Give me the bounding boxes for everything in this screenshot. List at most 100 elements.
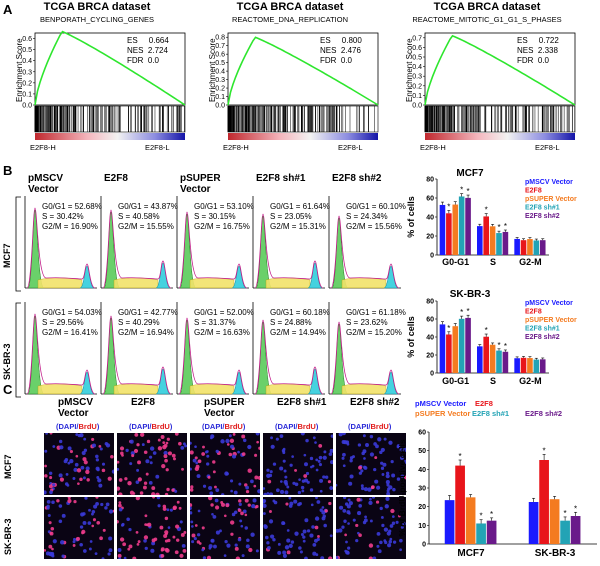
dapi-cell — [123, 556, 127, 559]
dapi-cell — [79, 542, 83, 547]
flow-phase-stat: S = 24.88% — [270, 318, 312, 327]
significance-star: * — [447, 324, 450, 333]
brdu-cell — [214, 485, 217, 489]
gsea-y-tick-label: 0.5 — [22, 47, 32, 54]
dapi-cell — [391, 473, 396, 478]
dapi-cell — [388, 529, 392, 533]
brdu-cell — [157, 438, 161, 442]
gsea-plot: 0.6 0.5 0.4 0.3 0.2 0.1 0.0 — [22, 30, 186, 140]
dapi-cell — [215, 488, 220, 493]
brdu-stain-label: (DAPI/BrdU) — [348, 422, 391, 431]
significance-star: * — [485, 326, 488, 335]
dapi-cell — [399, 448, 403, 452]
brdu-cell — [220, 501, 224, 505]
y-axis-label: % of cells — [406, 316, 416, 358]
dapi-cell — [329, 486, 333, 490]
dapi-cell — [362, 465, 367, 469]
flow-phase-stat: S = 23.05% — [270, 212, 312, 221]
dapi-cell — [263, 512, 266, 515]
bar — [483, 336, 489, 373]
brdu-cell — [178, 506, 182, 510]
dapi-cell — [304, 518, 309, 523]
brdu-cell — [118, 478, 123, 482]
dapi-cell — [143, 539, 147, 543]
dapi-cell — [352, 455, 355, 459]
brdu-label: BrdU — [297, 422, 316, 431]
dapi-cell — [345, 540, 348, 544]
dapi-cell — [336, 483, 338, 487]
gsea-plot: 0.80.7 0.60.5 0.40.3 0.20.1 0.0 — [215, 32, 379, 140]
dapi-cell — [360, 486, 365, 491]
dapi-cell — [111, 469, 114, 474]
brdu-cell — [75, 536, 81, 541]
gsea-y-tick-label: 0.6 — [215, 52, 225, 59]
dapi-cell — [318, 463, 322, 467]
brdu-cell — [257, 475, 260, 480]
brdu-cell — [81, 531, 84, 535]
gsea-geneset-name: REACTOME_MITOTIC_G1_G1_S_PHASES — [412, 15, 562, 24]
dapi-cell — [152, 451, 157, 455]
dapi-cell — [403, 459, 406, 464]
dapi-cell — [277, 542, 281, 546]
significance-star: * — [490, 510, 493, 519]
brdu-cell — [244, 513, 248, 517]
brdu-cell — [245, 490, 250, 494]
brdu-cell — [82, 457, 87, 462]
bar — [520, 357, 527, 373]
dapi-cell — [360, 484, 364, 488]
s-phase-area — [37, 277, 83, 289]
brdu-cell — [172, 535, 176, 539]
dapi-cell — [358, 504, 362, 508]
significance-star: * — [504, 222, 507, 231]
brdu-cell — [206, 555, 212, 559]
brdu-cell — [50, 526, 55, 531]
dapi-cell — [279, 489, 285, 495]
gsea-nes: NES 2.476 — [320, 46, 361, 55]
flow-condition-label: pSUPER — [180, 173, 221, 184]
bar — [502, 351, 509, 373]
dapi-cell — [385, 474, 390, 479]
s-phase-area — [189, 383, 235, 395]
dapi-cell — [319, 478, 324, 483]
dapi-cell — [48, 471, 53, 475]
brdu-cell — [137, 540, 141, 544]
dapi-cell — [321, 510, 326, 515]
flow-phase-stat: G2/M = 14.94% — [270, 328, 326, 337]
brdu-cell — [190, 485, 194, 489]
brdu-cell — [164, 458, 168, 463]
legend-entry: pSUPER Vector — [415, 409, 471, 418]
flow-phase-stat: G2/M = 16.41% — [42, 328, 98, 337]
dapi-cell — [369, 497, 372, 501]
dapi-cell — [210, 538, 215, 543]
legend-entry: E2F8 — [525, 188, 542, 195]
dapi-cell — [73, 467, 78, 472]
category-label: G2-M — [519, 257, 542, 267]
category-label: S — [490, 376, 496, 386]
bar-chart-mcf7: 0 20 40 60 80 % of cells * * * G0-G1 * * * S G2-M MCF7 p… — [406, 168, 577, 267]
significance-star: * — [574, 504, 577, 513]
dapi-cell — [59, 445, 64, 450]
flow-histogram — [328, 302, 401, 395]
dapi-cell — [399, 548, 402, 552]
dapi-cell — [347, 522, 350, 525]
dapi-cell — [389, 537, 393, 541]
gsea-right-label: E2F8-L — [535, 143, 560, 152]
brdu-cell — [118, 503, 122, 508]
brdu-cell — [317, 535, 320, 538]
dapi-cell — [156, 497, 161, 500]
dapi-cell — [149, 461, 153, 465]
dapi-cell — [391, 515, 395, 518]
dapi-cell — [368, 500, 373, 505]
gsea-y-tick-label: 0.1 — [22, 91, 32, 98]
brdu-cell — [171, 453, 176, 458]
brdu-cell — [131, 454, 135, 458]
dapi-cell — [174, 489, 178, 493]
brdu-cell — [166, 437, 170, 441]
y-tick-label: 20 — [418, 504, 426, 511]
dapi-cell — [322, 455, 327, 460]
g2m-peak — [79, 371, 95, 395]
dapi-cell — [226, 543, 231, 548]
dapi-cell — [135, 480, 140, 484]
histogram-outline — [26, 313, 96, 395]
dapi-cell — [118, 507, 123, 512]
